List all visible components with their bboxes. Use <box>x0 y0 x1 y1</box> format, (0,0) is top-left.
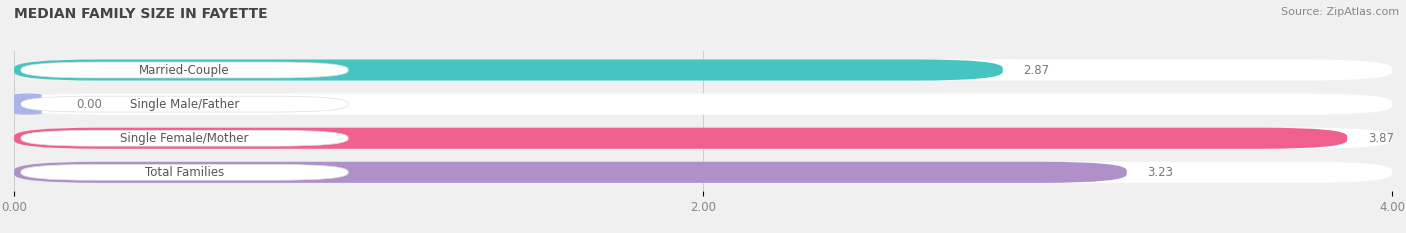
FancyBboxPatch shape <box>14 128 1347 149</box>
Text: 0.00: 0.00 <box>76 98 103 111</box>
FancyBboxPatch shape <box>21 130 349 146</box>
Text: 3.87: 3.87 <box>1368 132 1393 145</box>
FancyBboxPatch shape <box>21 96 349 112</box>
FancyBboxPatch shape <box>14 162 1392 183</box>
Text: Married-Couple: Married-Couple <box>139 64 231 76</box>
Text: Total Families: Total Families <box>145 166 224 179</box>
FancyBboxPatch shape <box>14 59 1392 81</box>
Text: MEDIAN FAMILY SIZE IN FAYETTE: MEDIAN FAMILY SIZE IN FAYETTE <box>14 7 267 21</box>
Text: Single Female/Mother: Single Female/Mother <box>121 132 249 145</box>
FancyBboxPatch shape <box>21 164 349 180</box>
FancyBboxPatch shape <box>21 62 349 78</box>
Text: Single Male/Father: Single Male/Father <box>129 98 239 111</box>
FancyBboxPatch shape <box>14 59 1002 81</box>
FancyBboxPatch shape <box>14 93 42 115</box>
FancyBboxPatch shape <box>14 128 1392 149</box>
FancyBboxPatch shape <box>14 162 1126 183</box>
FancyBboxPatch shape <box>14 93 1392 115</box>
Text: 3.23: 3.23 <box>1147 166 1174 179</box>
Text: Source: ZipAtlas.com: Source: ZipAtlas.com <box>1281 7 1399 17</box>
Text: 2.87: 2.87 <box>1024 64 1049 76</box>
